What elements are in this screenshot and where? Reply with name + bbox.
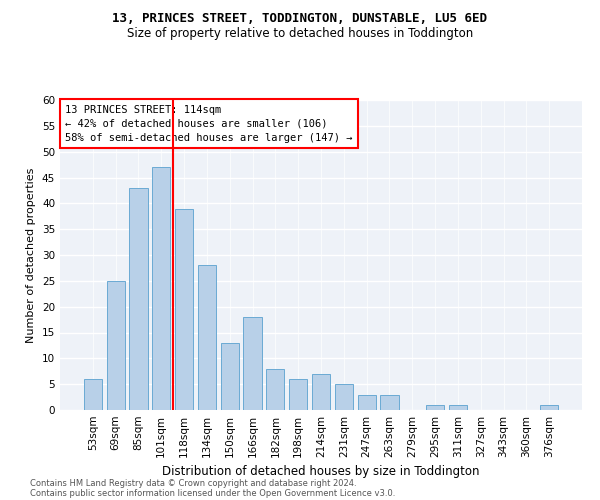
Bar <box>107 281 125 410</box>
Bar <box>175 208 193 410</box>
Bar <box>244 317 262 410</box>
Bar <box>198 266 216 410</box>
Bar <box>358 394 376 410</box>
Text: 13 PRINCES STREET: 114sqm
← 42% of detached houses are smaller (106)
58% of semi: 13 PRINCES STREET: 114sqm ← 42% of detac… <box>65 104 353 142</box>
X-axis label: Distribution of detached houses by size in Toddington: Distribution of detached houses by size … <box>162 466 480 478</box>
Bar <box>266 368 284 410</box>
Bar <box>540 405 558 410</box>
Bar <box>335 384 353 410</box>
Text: Contains public sector information licensed under the Open Government Licence v3: Contains public sector information licen… <box>30 488 395 498</box>
Text: 13, PRINCES STREET, TODDINGTON, DUNSTABLE, LU5 6ED: 13, PRINCES STREET, TODDINGTON, DUNSTABL… <box>113 12 487 26</box>
Text: Contains HM Land Registry data © Crown copyright and database right 2024.: Contains HM Land Registry data © Crown c… <box>30 478 356 488</box>
Bar <box>152 167 170 410</box>
Text: Size of property relative to detached houses in Toddington: Size of property relative to detached ho… <box>127 28 473 40</box>
Bar <box>380 394 398 410</box>
Bar <box>449 405 467 410</box>
Bar <box>426 405 444 410</box>
Bar <box>84 379 102 410</box>
Bar <box>312 374 330 410</box>
Bar <box>289 379 307 410</box>
Bar <box>130 188 148 410</box>
Y-axis label: Number of detached properties: Number of detached properties <box>26 168 37 342</box>
Bar <box>221 343 239 410</box>
